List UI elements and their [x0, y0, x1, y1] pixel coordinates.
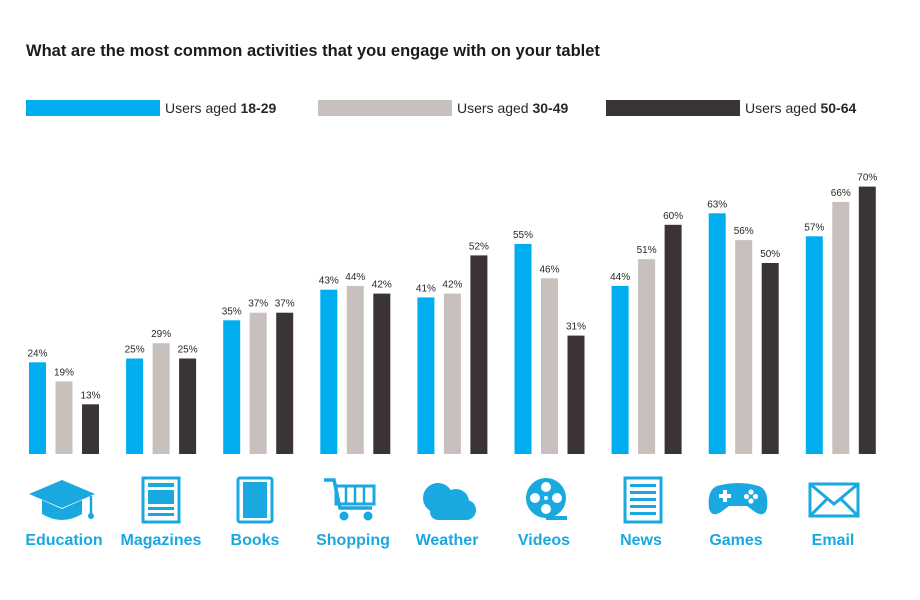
data-label-books-30-49: 37%	[248, 299, 268, 310]
bar-weather-30-49	[444, 294, 461, 454]
category-label-email: Email	[778, 532, 888, 550]
newspaper-icon	[607, 474, 677, 526]
data-label-videos-18-29: 55%	[513, 230, 533, 241]
data-label-games-18-29: 63%	[707, 199, 727, 210]
category-label-news: News	[586, 532, 696, 550]
bar-videos-18-29	[515, 244, 532, 454]
bar-books-18-29	[223, 320, 240, 454]
data-label-magazines-50-64: 25%	[178, 345, 198, 356]
bar-games-18-29	[709, 213, 726, 454]
bar-weather-18-29	[417, 297, 434, 454]
bar-education-18-29	[29, 362, 46, 454]
data-label-books-50-64: 37%	[275, 299, 295, 310]
data-label-education-30-49: 19%	[54, 367, 74, 378]
data-label-shopping-30-49: 44%	[345, 272, 365, 283]
data-label-shopping-50-64: 42%	[372, 280, 392, 291]
data-label-news-30-49: 51%	[637, 245, 657, 256]
cloud-icon	[416, 474, 486, 526]
data-label-magazines-30-49: 29%	[151, 329, 171, 340]
shopping-cart-icon	[318, 474, 388, 526]
book-icon	[220, 474, 290, 526]
data-label-weather-50-64: 52%	[469, 241, 489, 252]
bar-shopping-18-29	[320, 290, 337, 454]
data-label-email-18-29: 57%	[804, 222, 824, 233]
data-label-education-18-29: 24%	[27, 348, 47, 359]
bar-books-50-64	[276, 313, 293, 454]
bar-email-18-29	[806, 236, 823, 454]
data-label-weather-30-49: 42%	[442, 280, 462, 291]
data-label-games-30-49: 56%	[734, 226, 754, 237]
bar-magazines-18-29	[126, 359, 143, 455]
bar-news-30-49	[638, 259, 655, 454]
data-label-games-50-64: 50%	[760, 249, 780, 260]
data-label-education-50-64: 13%	[80, 390, 100, 401]
bar-magazines-30-49	[153, 343, 170, 454]
data-label-books-18-29: 35%	[222, 306, 242, 317]
data-label-news-50-64: 60%	[663, 211, 683, 222]
bar-education-50-64	[82, 404, 99, 454]
bar-magazines-50-64	[179, 359, 196, 455]
bar-shopping-50-64	[373, 294, 390, 454]
data-label-videos-50-64: 31%	[566, 322, 586, 333]
envelope-icon	[800, 474, 870, 526]
category-label-videos: Videos	[489, 532, 599, 550]
bar-books-30-49	[250, 313, 267, 454]
gamepad-icon	[703, 474, 773, 526]
bar-games-30-49	[735, 240, 752, 454]
graduation-cap-icon	[27, 474, 97, 526]
bar-videos-30-49	[541, 278, 558, 454]
bar-news-50-64	[665, 225, 682, 454]
category-label-weather: Weather	[392, 532, 502, 550]
data-label-weather-18-29: 41%	[416, 283, 436, 294]
bar-shopping-30-49	[347, 286, 364, 454]
data-label-magazines-18-29: 25%	[125, 345, 145, 356]
bar-videos-50-64	[568, 336, 585, 454]
bar-news-18-29	[612, 286, 629, 454]
data-label-videos-30-49: 46%	[539, 264, 559, 275]
magazine-icon	[126, 474, 196, 526]
bar-email-30-49	[832, 202, 849, 454]
data-label-email-50-64: 70%	[857, 173, 877, 184]
category-label-games: Games	[681, 532, 791, 550]
film-reel-icon	[511, 474, 581, 526]
bar-games-50-64	[762, 263, 779, 454]
data-label-news-18-29: 44%	[610, 272, 630, 283]
bar-email-50-64	[859, 187, 876, 454]
data-label-shopping-18-29: 43%	[319, 276, 339, 287]
bar-education-30-49	[56, 381, 73, 454]
data-label-email-30-49: 66%	[831, 188, 851, 199]
category-label-books: Books	[200, 532, 310, 550]
bar-weather-50-64	[470, 255, 487, 454]
category-label-education: Education	[9, 532, 119, 550]
